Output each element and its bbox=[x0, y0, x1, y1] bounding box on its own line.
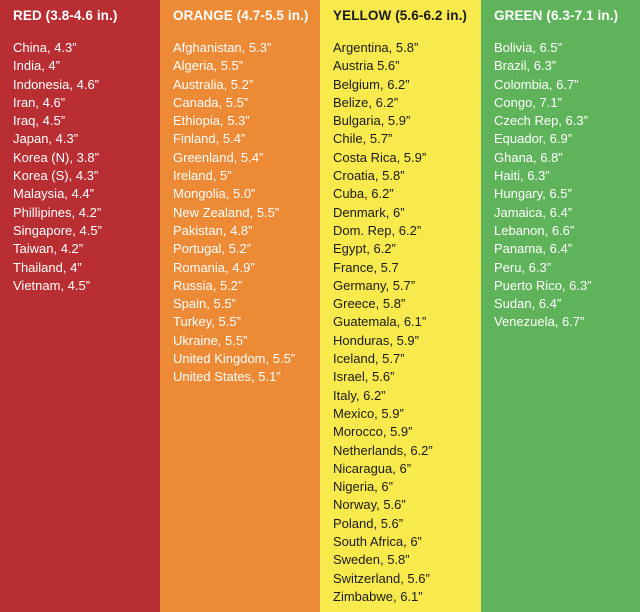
country-entry: Costa Rica, 5.9” bbox=[333, 149, 427, 165]
country-entry: Turkey, 5.5” bbox=[173, 314, 241, 330]
country-entry: Colombia, 6.7” bbox=[494, 76, 579, 92]
country-entry: Austria 5.6” bbox=[333, 58, 400, 74]
country-entry: Canada, 5.5” bbox=[173, 94, 249, 110]
country-entry: Russia, 5.2” bbox=[173, 277, 243, 293]
country-entry: Indonesia, 4.6” bbox=[13, 76, 100, 92]
column-yellow-header: YELLOW (5.6-6.2 in.) bbox=[333, 8, 468, 23]
country-entry: Puerto Rico, 6.3” bbox=[494, 277, 592, 293]
country-entry: Honduras, 5.9” bbox=[333, 332, 419, 348]
country-entry: Korea (S), 4.3” bbox=[13, 168, 99, 184]
country-entry: Australia, 5.2” bbox=[173, 76, 254, 92]
country-entry: China, 4.3” bbox=[13, 40, 77, 55]
column-orange-list: Afghanistan, 5.3” Algeria, 5.5” Australia,… bbox=[173, 39, 295, 387]
column-yellow: YELLOW (5.6-6.2 in.) Argentina, 5.8” Aust… bbox=[320, 0, 481, 612]
country-entry: Finland, 5.4” bbox=[173, 131, 246, 147]
country-entry: Croatia, 5.8” bbox=[333, 168, 405, 184]
country-entry: Romania, 4.9” bbox=[173, 259, 255, 275]
country-entry: Panama, 6.4” bbox=[494, 241, 573, 257]
country-entry: Nicaragua, 6” bbox=[333, 460, 412, 476]
country-entry: Taiwan, 4.2” bbox=[13, 241, 84, 257]
country-entry: Poland, 5.6” bbox=[333, 515, 404, 531]
country-entry: Mexico, 5.9” bbox=[333, 405, 404, 421]
country-entry: Iraq, 4.5” bbox=[13, 113, 66, 129]
column-yellow-list: Argentina, 5.8” Austria 5.6” Belgium, 6.2”… bbox=[333, 39, 433, 606]
country-entry: Brazil, 6.3” bbox=[494, 58, 557, 74]
country-entry: Dom. Rep, 6.2” bbox=[333, 222, 422, 238]
country-entry: Switzerland, 5.6” bbox=[333, 570, 430, 586]
country-entry: Vietnam, 4.5” bbox=[13, 277, 91, 293]
country-entry: Italy, 6.2” bbox=[333, 387, 386, 403]
country-entry: Ghana, 6.8” bbox=[494, 149, 563, 165]
country-entry: Israel, 5.6” bbox=[333, 369, 395, 385]
country-entry: Venezuela, 6.7” bbox=[494, 314, 585, 330]
column-red: RED (3.8-4.6 in.) China, 4.3” India, 4” In… bbox=[0, 0, 160, 612]
country-entry: Phillipines, 4.2” bbox=[13, 204, 102, 220]
country-entry: Spain, 5.5” bbox=[173, 296, 236, 312]
country-entry: South Africa, 6” bbox=[333, 534, 422, 550]
country-entry: Ethiopia, 5.3” bbox=[173, 113, 250, 129]
column-green: GREEN (6.3-7.1 in.) Bolivia, 6.5” Brazil,… bbox=[481, 0, 640, 612]
country-entry: Pakistan, 4.8” bbox=[173, 222, 253, 238]
country-entry: Portugal, 5.2” bbox=[173, 241, 252, 257]
country-entry: Czech Rep, 6.3” bbox=[494, 113, 588, 129]
country-entry: Malaysia, 4.4” bbox=[13, 186, 94, 202]
country-entry: Japan, 4.3” bbox=[13, 131, 79, 147]
country-entry: Hungary, 6.5” bbox=[494, 186, 572, 202]
country-entry: Morocco, 5.9” bbox=[333, 424, 413, 440]
country-entry: Congo, 7.1” bbox=[494, 94, 562, 110]
country-entry: Jamaica, 6.4” bbox=[494, 204, 573, 220]
country-entry: Peru, 6.3” bbox=[494, 259, 552, 275]
country-entry: Mongolia, 5.0” bbox=[173, 186, 256, 202]
country-entry: Netherlands, 6.2” bbox=[333, 442, 433, 458]
country-entry: Sudan, 6.4” bbox=[494, 296, 562, 312]
country-entry: Algeria, 5.5” bbox=[173, 58, 244, 74]
country-entry: Sweden, 5.8” bbox=[333, 552, 410, 568]
country-entry: Korea (N), 3.8” bbox=[13, 149, 99, 165]
country-entry: Bulgaria, 5.9” bbox=[333, 113, 411, 129]
country-entry: Haiti, 6.3” bbox=[494, 168, 550, 184]
country-entry: Denmark, 6” bbox=[333, 204, 405, 220]
country-entry: Equador, 6.9” bbox=[494, 131, 573, 147]
country-entry: Nigeria, 6” bbox=[333, 479, 393, 495]
column-red-list: China, 4.3” India, 4” Indonesia, 4.6” Iran,… bbox=[13, 39, 102, 295]
country-entry: Chile, 5.7” bbox=[333, 131, 393, 147]
country-entry: Cuba, 6.2” bbox=[333, 186, 394, 202]
column-green-list: Bolivia, 6.5” Brazil, 6.3” Colombia, 6.7” C… bbox=[494, 39, 592, 332]
country-entry: France, 5.7 bbox=[333, 259, 399, 275]
country-entry: Zimbabwe, 6.1” bbox=[333, 588, 423, 604]
country-entry: United States, 5.1” bbox=[173, 369, 281, 385]
country-entry: Bolivia, 6.5” bbox=[494, 40, 562, 55]
country-entry: Belize, 6.2” bbox=[333, 94, 399, 110]
country-entry: Greenland, 5.4” bbox=[173, 149, 264, 165]
country-entry: Thailand, 4” bbox=[13, 259, 82, 275]
country-entry: India, 4” bbox=[13, 58, 60, 74]
country-entry: New Zealand, 5.5” bbox=[173, 204, 280, 220]
country-entry: Afghanistan, 5.3” bbox=[173, 40, 272, 55]
column-orange: ORANGE (4.7-5.5 in.) Afghanistan, 5.3” Al… bbox=[160, 0, 320, 612]
country-entry: Guatemala, 6.1” bbox=[333, 314, 427, 330]
country-entry: United Kingdom, 5.5” bbox=[173, 351, 296, 367]
country-entry: Greece, 5.8” bbox=[333, 296, 406, 312]
country-entry: Iceland, 5.7” bbox=[333, 351, 405, 367]
country-entry: Belgium, 6.2” bbox=[333, 76, 410, 92]
country-entry: Norway, 5.6” bbox=[333, 497, 406, 513]
country-entry: Germany, 5.7” bbox=[333, 277, 416, 293]
column-orange-header: ORANGE (4.7-5.5 in.) bbox=[173, 8, 309, 23]
column-green-header: GREEN (6.3-7.1 in.) bbox=[494, 8, 619, 23]
country-entry: Iran, 4.6” bbox=[13, 94, 66, 110]
country-entry: Ireland, 5” bbox=[173, 168, 232, 184]
country-entry: Singapore, 4.5” bbox=[13, 222, 102, 238]
column-red-header: RED (3.8-4.6 in.) bbox=[13, 8, 118, 23]
country-entry: Argentina, 5.8” bbox=[333, 40, 419, 55]
country-entry: Ukraine, 5.5” bbox=[173, 332, 248, 348]
country-entry: Lebanon, 6.6” bbox=[494, 222, 575, 238]
country-entry: Egypt, 6.2” bbox=[333, 241, 396, 257]
